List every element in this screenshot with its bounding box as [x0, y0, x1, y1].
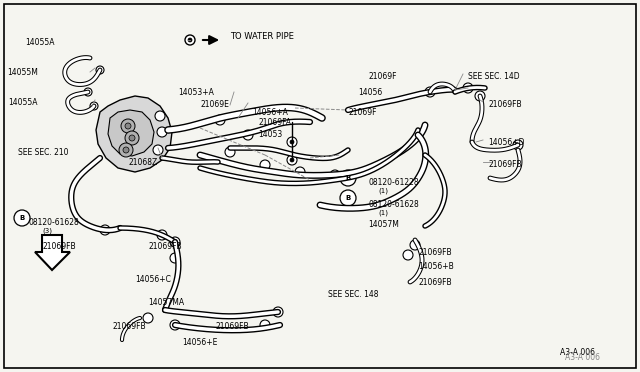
- Circle shape: [330, 170, 340, 180]
- Circle shape: [287, 137, 297, 147]
- Circle shape: [185, 35, 195, 45]
- Circle shape: [290, 140, 294, 144]
- Text: 14055A: 14055A: [26, 38, 55, 47]
- Circle shape: [340, 190, 356, 206]
- Polygon shape: [35, 235, 70, 270]
- Text: 14057M: 14057M: [368, 220, 399, 229]
- Text: SEE SEC. 210: SEE SEC. 210: [18, 148, 68, 157]
- Text: B: B: [346, 175, 351, 181]
- Text: SEE SEC. 148: SEE SEC. 148: [328, 290, 378, 299]
- Circle shape: [125, 123, 131, 129]
- Text: 21069FB: 21069FB: [488, 160, 522, 169]
- Circle shape: [170, 253, 180, 263]
- Circle shape: [513, 140, 523, 150]
- Text: 08120-61228: 08120-61228: [368, 178, 419, 187]
- Text: A3-A 006: A3-A 006: [560, 348, 595, 357]
- Text: 14055A: 14055A: [8, 98, 38, 107]
- Circle shape: [340, 170, 356, 186]
- Text: (3): (3): [42, 228, 52, 234]
- Text: 14056+A: 14056+A: [252, 108, 288, 117]
- Text: 14056+E: 14056+E: [182, 338, 218, 347]
- Circle shape: [425, 87, 435, 97]
- Text: A3-A 006: A3-A 006: [565, 353, 600, 362]
- Circle shape: [260, 160, 270, 170]
- Text: 21069FB: 21069FB: [112, 322, 146, 331]
- Circle shape: [153, 145, 163, 155]
- Circle shape: [243, 130, 253, 140]
- Text: B: B: [346, 195, 351, 201]
- Text: 14056+B: 14056+B: [418, 262, 454, 271]
- Text: 21069FA: 21069FA: [258, 118, 291, 127]
- Circle shape: [100, 225, 110, 235]
- Text: 14056+C: 14056+C: [135, 275, 171, 284]
- Text: SEE SEC. 14D: SEE SEC. 14D: [468, 72, 520, 81]
- Text: 21069FB: 21069FB: [418, 278, 452, 287]
- Text: 14053: 14053: [258, 130, 282, 139]
- Circle shape: [14, 210, 30, 226]
- Text: 21069F: 21069F: [368, 72, 397, 81]
- Circle shape: [129, 135, 135, 141]
- Circle shape: [123, 147, 129, 153]
- Text: 21068Z: 21068Z: [128, 158, 157, 167]
- Circle shape: [157, 127, 167, 137]
- Text: 21069FB: 21069FB: [418, 248, 452, 257]
- Circle shape: [96, 66, 104, 74]
- Circle shape: [463, 83, 473, 93]
- Circle shape: [215, 115, 225, 125]
- Circle shape: [475, 91, 485, 101]
- Circle shape: [90, 102, 98, 110]
- Text: 08120-61628: 08120-61628: [368, 200, 419, 209]
- Text: 21069FB: 21069FB: [42, 242, 76, 251]
- Circle shape: [225, 147, 235, 157]
- Circle shape: [170, 237, 180, 247]
- Circle shape: [403, 250, 413, 260]
- Text: (1): (1): [378, 188, 388, 195]
- Polygon shape: [96, 96, 172, 172]
- Circle shape: [410, 240, 420, 250]
- Circle shape: [295, 167, 305, 177]
- Circle shape: [119, 143, 133, 157]
- Circle shape: [157, 230, 167, 240]
- Text: 21069FB: 21069FB: [488, 100, 522, 109]
- Text: 14055M: 14055M: [7, 68, 38, 77]
- Circle shape: [287, 155, 297, 165]
- Text: 21069E: 21069E: [200, 100, 229, 109]
- Text: TO WATER PIPE: TO WATER PIPE: [230, 32, 294, 41]
- Text: 08120-61628: 08120-61628: [28, 218, 79, 227]
- Text: B: B: [19, 215, 24, 221]
- Circle shape: [84, 88, 92, 96]
- Text: 21069FB: 21069FB: [148, 242, 182, 251]
- Circle shape: [260, 320, 270, 330]
- Circle shape: [290, 158, 294, 162]
- Text: 14057MA: 14057MA: [148, 298, 184, 307]
- Text: 21069F: 21069F: [348, 108, 376, 117]
- Text: 14053+A: 14053+A: [178, 88, 214, 97]
- Text: (1): (1): [378, 210, 388, 217]
- Polygon shape: [108, 110, 154, 156]
- Text: 21069FB: 21069FB: [215, 322, 248, 331]
- Text: 14056+D: 14056+D: [488, 138, 525, 147]
- Circle shape: [155, 111, 165, 121]
- Circle shape: [143, 313, 153, 323]
- Circle shape: [273, 307, 283, 317]
- Circle shape: [188, 38, 192, 42]
- Circle shape: [121, 119, 135, 133]
- Circle shape: [125, 131, 139, 145]
- Circle shape: [170, 320, 180, 330]
- Text: 14056: 14056: [358, 88, 382, 97]
